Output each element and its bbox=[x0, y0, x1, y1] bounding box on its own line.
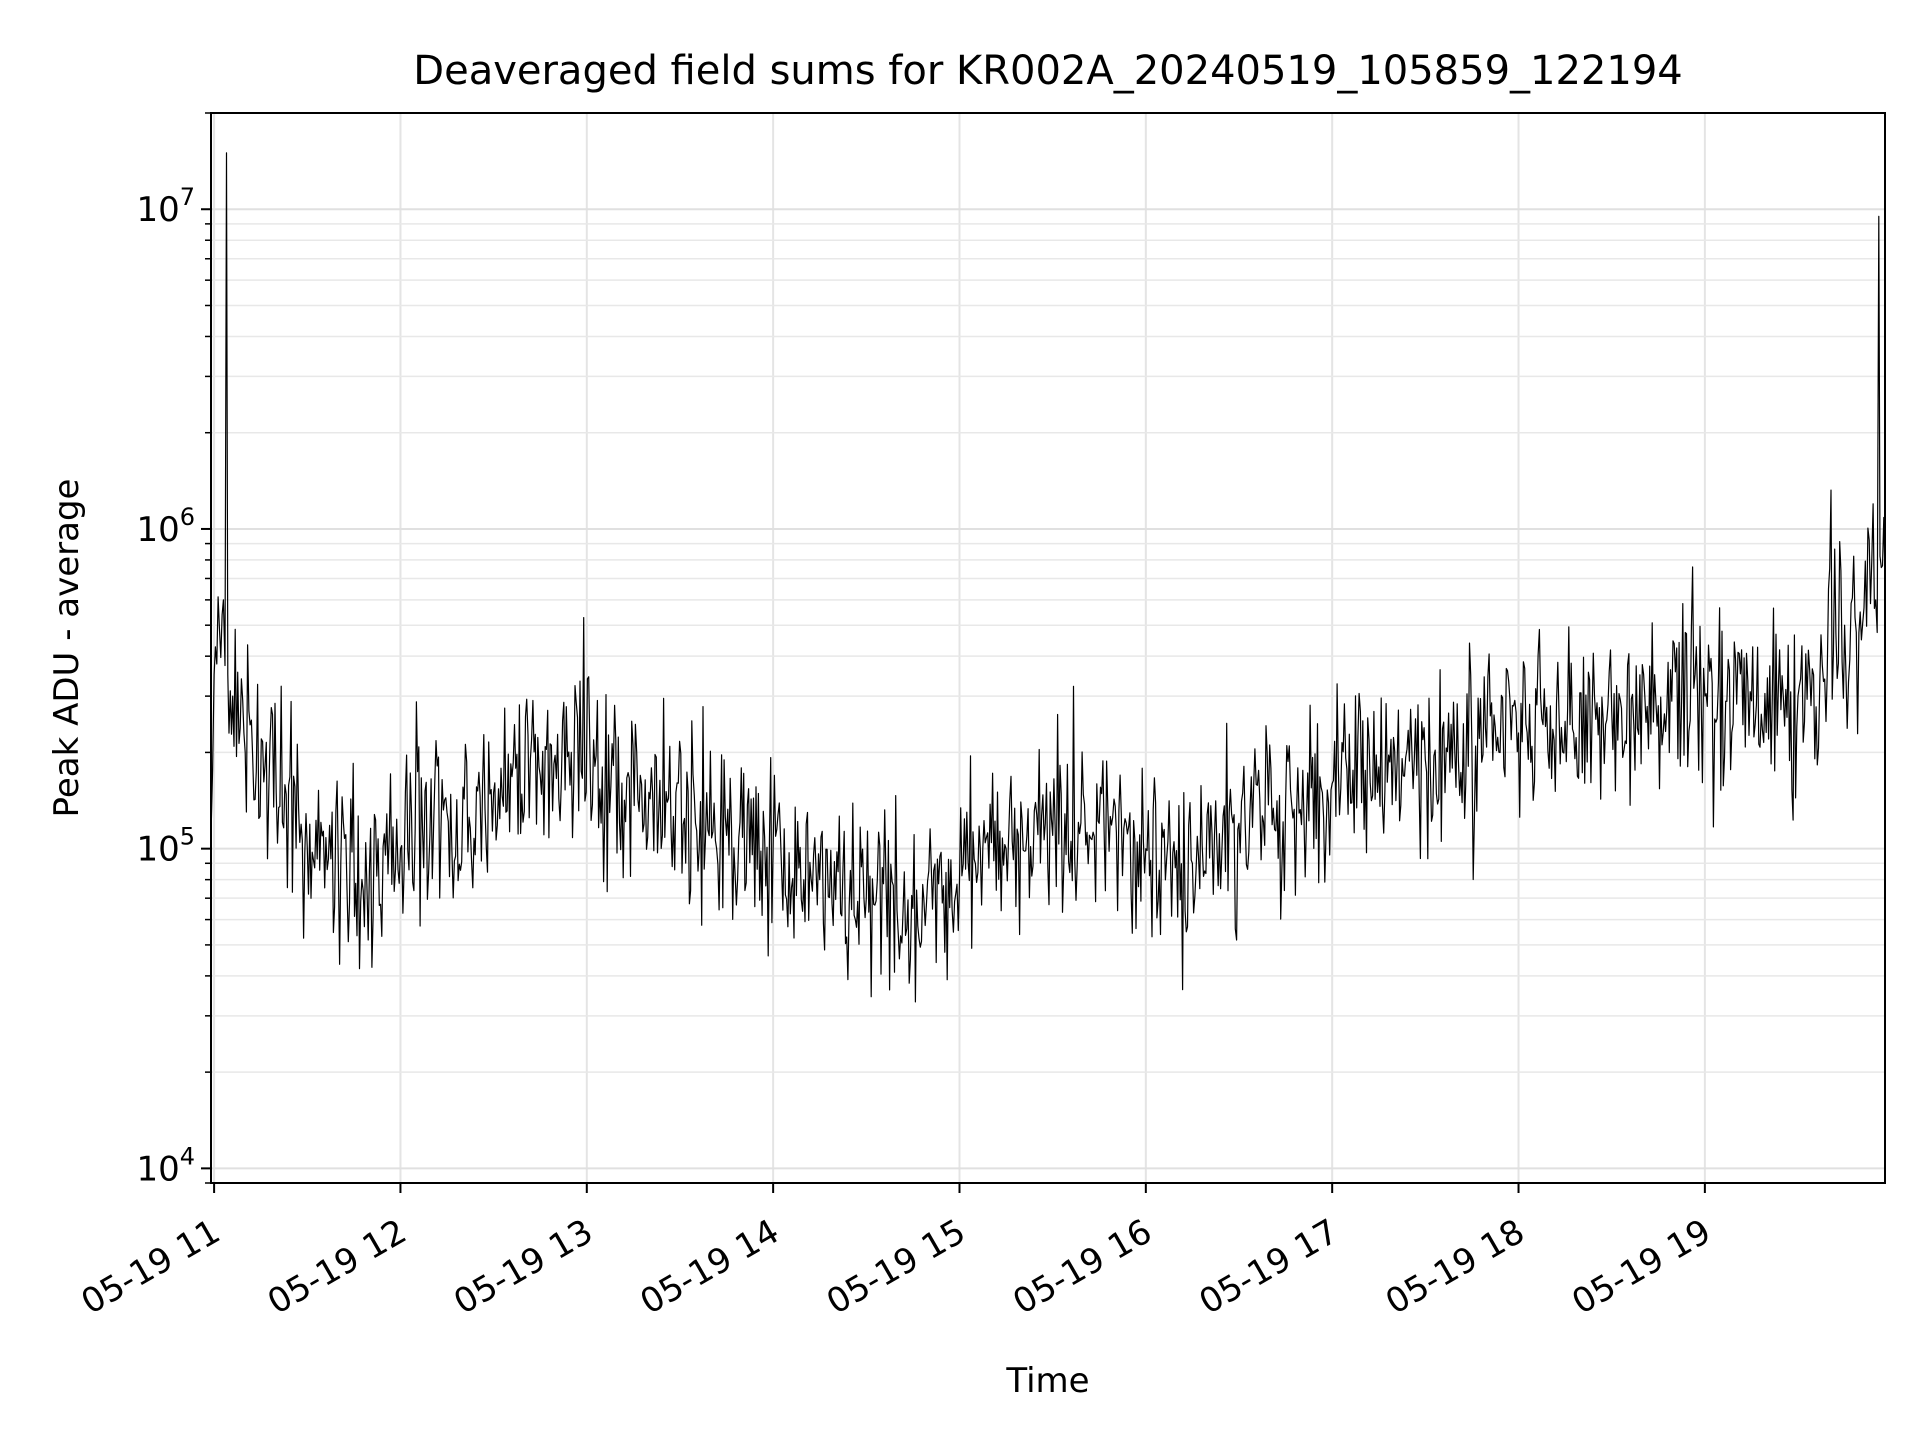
y-axis-label: Peak ADU - average bbox=[47, 479, 87, 818]
y-tick-label: 105 bbox=[136, 823, 195, 870]
y-tick-label: 106 bbox=[136, 503, 195, 550]
y-tick-label: 104 bbox=[136, 1142, 195, 1189]
chart-title: Deaveraged field sums for KR002A_2024051… bbox=[413, 48, 1682, 94]
series-line bbox=[210, 152, 1886, 1003]
y-tick-label: 107 bbox=[136, 183, 195, 230]
series-layer bbox=[210, 152, 1886, 1003]
plot-frame bbox=[210, 112, 1886, 1184]
x-axis-label: Time bbox=[1005, 1361, 1089, 1401]
